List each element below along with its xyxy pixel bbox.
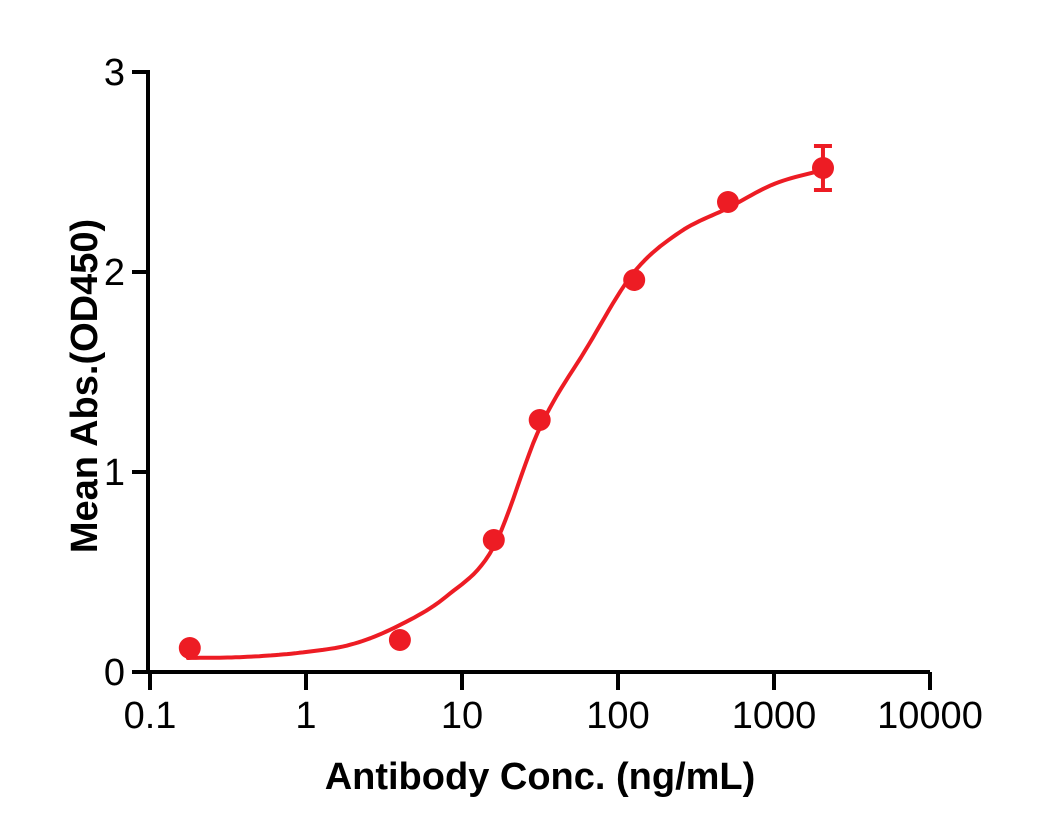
y-tick-label: 0 (104, 652, 125, 694)
x-tick-label: 1 (295, 695, 316, 737)
x-tick-label: 10 (441, 695, 483, 737)
y-tick-label: 2 (104, 252, 125, 294)
x-tick-label: 1000 (732, 695, 817, 737)
y-axis-title: Mean Abs.(OD450) (64, 218, 106, 554)
data-point (178, 637, 201, 659)
y-tick-label: 1 (104, 452, 125, 494)
x-tick-label: 100 (586, 695, 649, 737)
data-point (812, 157, 834, 179)
fit-curve (185, 168, 825, 660)
data-point (482, 529, 505, 551)
x-tick-label: 0.1 (124, 695, 177, 737)
x-axis-title: Antibody Conc. (ng/mL) (324, 756, 756, 798)
data-point (623, 269, 646, 291)
data-point (388, 629, 411, 651)
data-point (717, 191, 739, 213)
x-tick-label: 10000 (877, 695, 983, 737)
y-tick-label: 3 (104, 52, 125, 94)
data-point (528, 409, 551, 431)
